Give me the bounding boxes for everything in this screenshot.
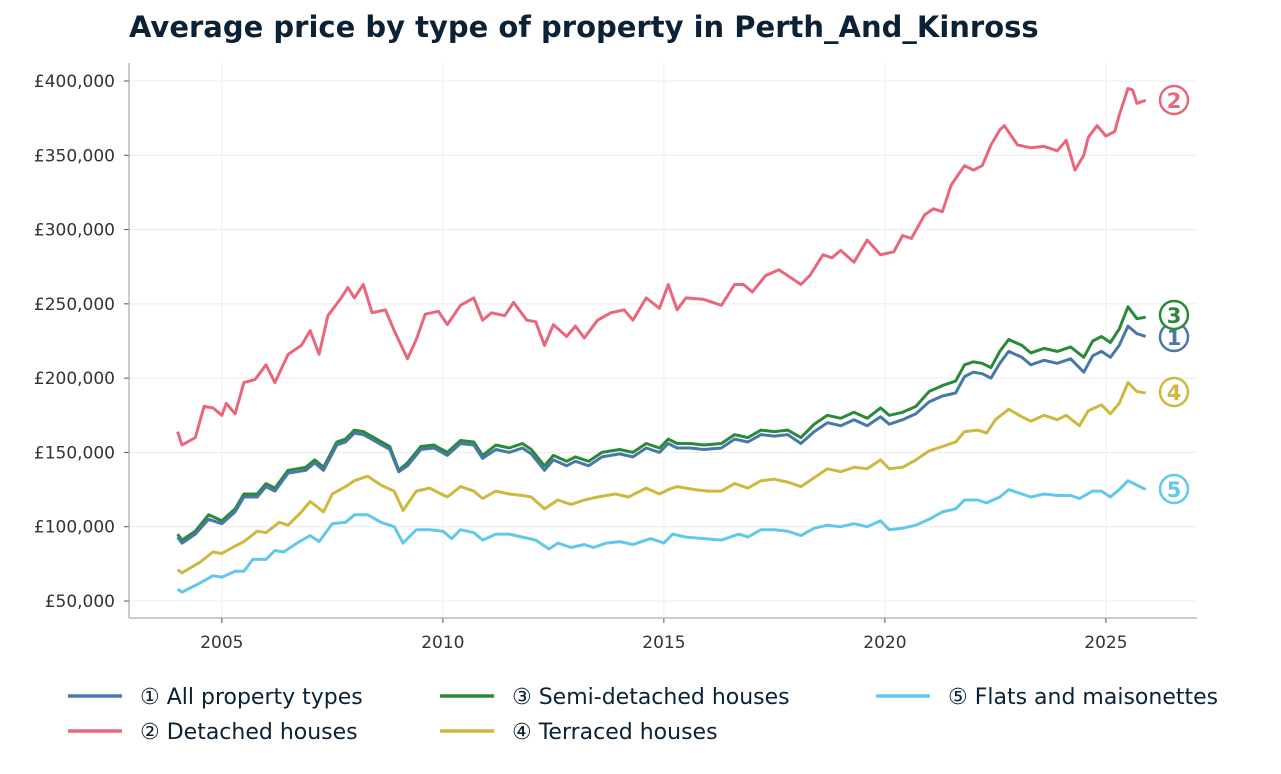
y-tick-label: £350,000 <box>34 146 115 166</box>
legend-item-4: ④ Terraced houses <box>440 720 718 745</box>
x-tick-label: 2015 <box>642 633 685 653</box>
y-tick-label: £100,000 <box>34 518 115 538</box>
end-marker-circle <box>1158 84 1190 116</box>
series-line-1 <box>176 324 1147 545</box>
y-tick-label: £50,000 <box>45 592 115 612</box>
legend-label: ① All property types <box>140 685 363 710</box>
end-marker-5: 5 <box>1158 473 1190 505</box>
end-marker-circle <box>1158 473 1190 505</box>
end-marker-label: 4 <box>1167 381 1182 405</box>
end-marker-label: 1 <box>1167 326 1182 350</box>
y-tick-label: £400,000 <box>34 72 115 92</box>
x-tick-label: 2020 <box>863 633 906 653</box>
series-line-5 <box>176 479 1147 594</box>
legend-label: ④ Terraced houses <box>512 720 718 745</box>
y-tick-label: £250,000 <box>34 295 115 315</box>
legend-item-3: ③ Semi-detached houses <box>440 685 790 710</box>
end-marker-2: 2 <box>1158 84 1190 116</box>
legend: ① All property types ② Detached houses ③ S… <box>68 685 1218 745</box>
end-marker-label: 2 <box>1167 89 1182 113</box>
chart-title: Average price by type of property in Per… <box>129 10 1039 44</box>
legend-label: ③ Semi-detached houses <box>512 685 790 710</box>
end-marker-4: 4 <box>1158 376 1190 408</box>
end-marker-label: 5 <box>1167 478 1182 502</box>
legend-item-2: ② Detached houses <box>68 720 358 745</box>
end-marker-label: 3 <box>1167 304 1182 328</box>
end-marker-3: 3 <box>1158 299 1190 331</box>
x-tick-label: 2025 <box>1084 633 1127 653</box>
end-marker-circle <box>1158 299 1190 331</box>
legend-item-5: ⑤ Flats and maisonettes <box>876 685 1218 710</box>
y-tick-label: £150,000 <box>34 443 115 463</box>
series-line-2 <box>176 86 1147 447</box>
end-marker-circle <box>1158 376 1190 408</box>
end-markers: 1 2 3 4 5 <box>1158 84 1190 505</box>
legend-label: ⑤ Flats and maisonettes <box>948 685 1218 710</box>
x-tick-label: 2010 <box>421 633 464 653</box>
series-lines <box>176 86 1147 594</box>
legend-label: ② Detached houses <box>140 720 358 745</box>
series-line-4 <box>176 381 1146 575</box>
legend-item-1: ① All property types <box>68 685 363 710</box>
y-tick-label: £200,000 <box>34 369 115 389</box>
x-tick-label: 2005 <box>200 633 243 653</box>
axes: £50,000 £100,000 £150,000 £200,000 £250,000 £… <box>34 63 1197 653</box>
end-marker-1: 1 <box>1158 321 1190 353</box>
y-tick-label: £300,000 <box>34 221 115 241</box>
